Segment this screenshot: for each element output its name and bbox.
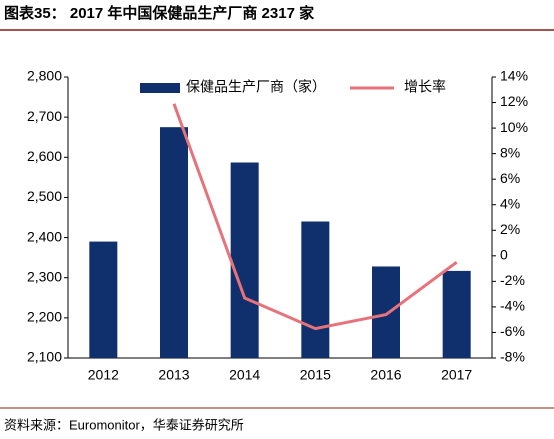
y2-tick-label: -6%	[500, 323, 525, 339]
chart-title: 图表35： 2017 年中国保健品生产厂商 2317 家	[4, 4, 314, 22]
y2-tick-label: -8%	[500, 349, 525, 365]
x-tick-label: 2015	[300, 367, 331, 383]
x-tick-label: 2012	[88, 367, 119, 383]
y2-tick-label: 6%	[500, 170, 520, 186]
y2-tick-label: 12%	[500, 93, 528, 109]
y2-tick-label: 0	[500, 247, 508, 263]
y-tick-label: 2,200	[27, 309, 62, 325]
bar	[372, 266, 400, 358]
legend-swatch	[140, 83, 180, 93]
bar	[89, 241, 118, 358]
bar	[301, 221, 330, 358]
y-tick-label: 2,600	[27, 148, 62, 164]
y-tick-label: 2,700	[27, 108, 62, 124]
y2-tick-label: -2%	[500, 272, 525, 288]
y2-tick-label: 8%	[500, 144, 520, 160]
y-tick-label: 2,300	[27, 268, 62, 284]
y2-tick-label: 14%	[500, 68, 528, 84]
y-tick-label: 2,400	[27, 228, 62, 244]
bar	[160, 127, 188, 358]
y-tick-label: 2,500	[27, 188, 62, 204]
legend-label: 增长率	[404, 79, 446, 95]
y2-tick-label: 2%	[500, 221, 520, 237]
legend-label: 保健品生产厂商（家）	[186, 79, 326, 95]
y-tick-label: 2,100	[27, 349, 62, 365]
bar	[442, 270, 471, 358]
x-tick-label: 2016	[370, 367, 401, 383]
x-tick-label: 2014	[229, 367, 260, 383]
bar	[230, 162, 259, 358]
y2-tick-label: -4%	[500, 298, 525, 314]
y2-tick-label: 4%	[500, 195, 520, 211]
source: 资料来源：Euromonitor，华泰证券研究所	[4, 417, 244, 432]
x-tick-label: 2017	[441, 367, 472, 383]
y2-tick-label: 10%	[500, 119, 528, 135]
x-tick-label: 2013	[158, 367, 189, 383]
y-tick-label: 2,800	[27, 68, 62, 84]
line	[172, 103, 458, 331]
